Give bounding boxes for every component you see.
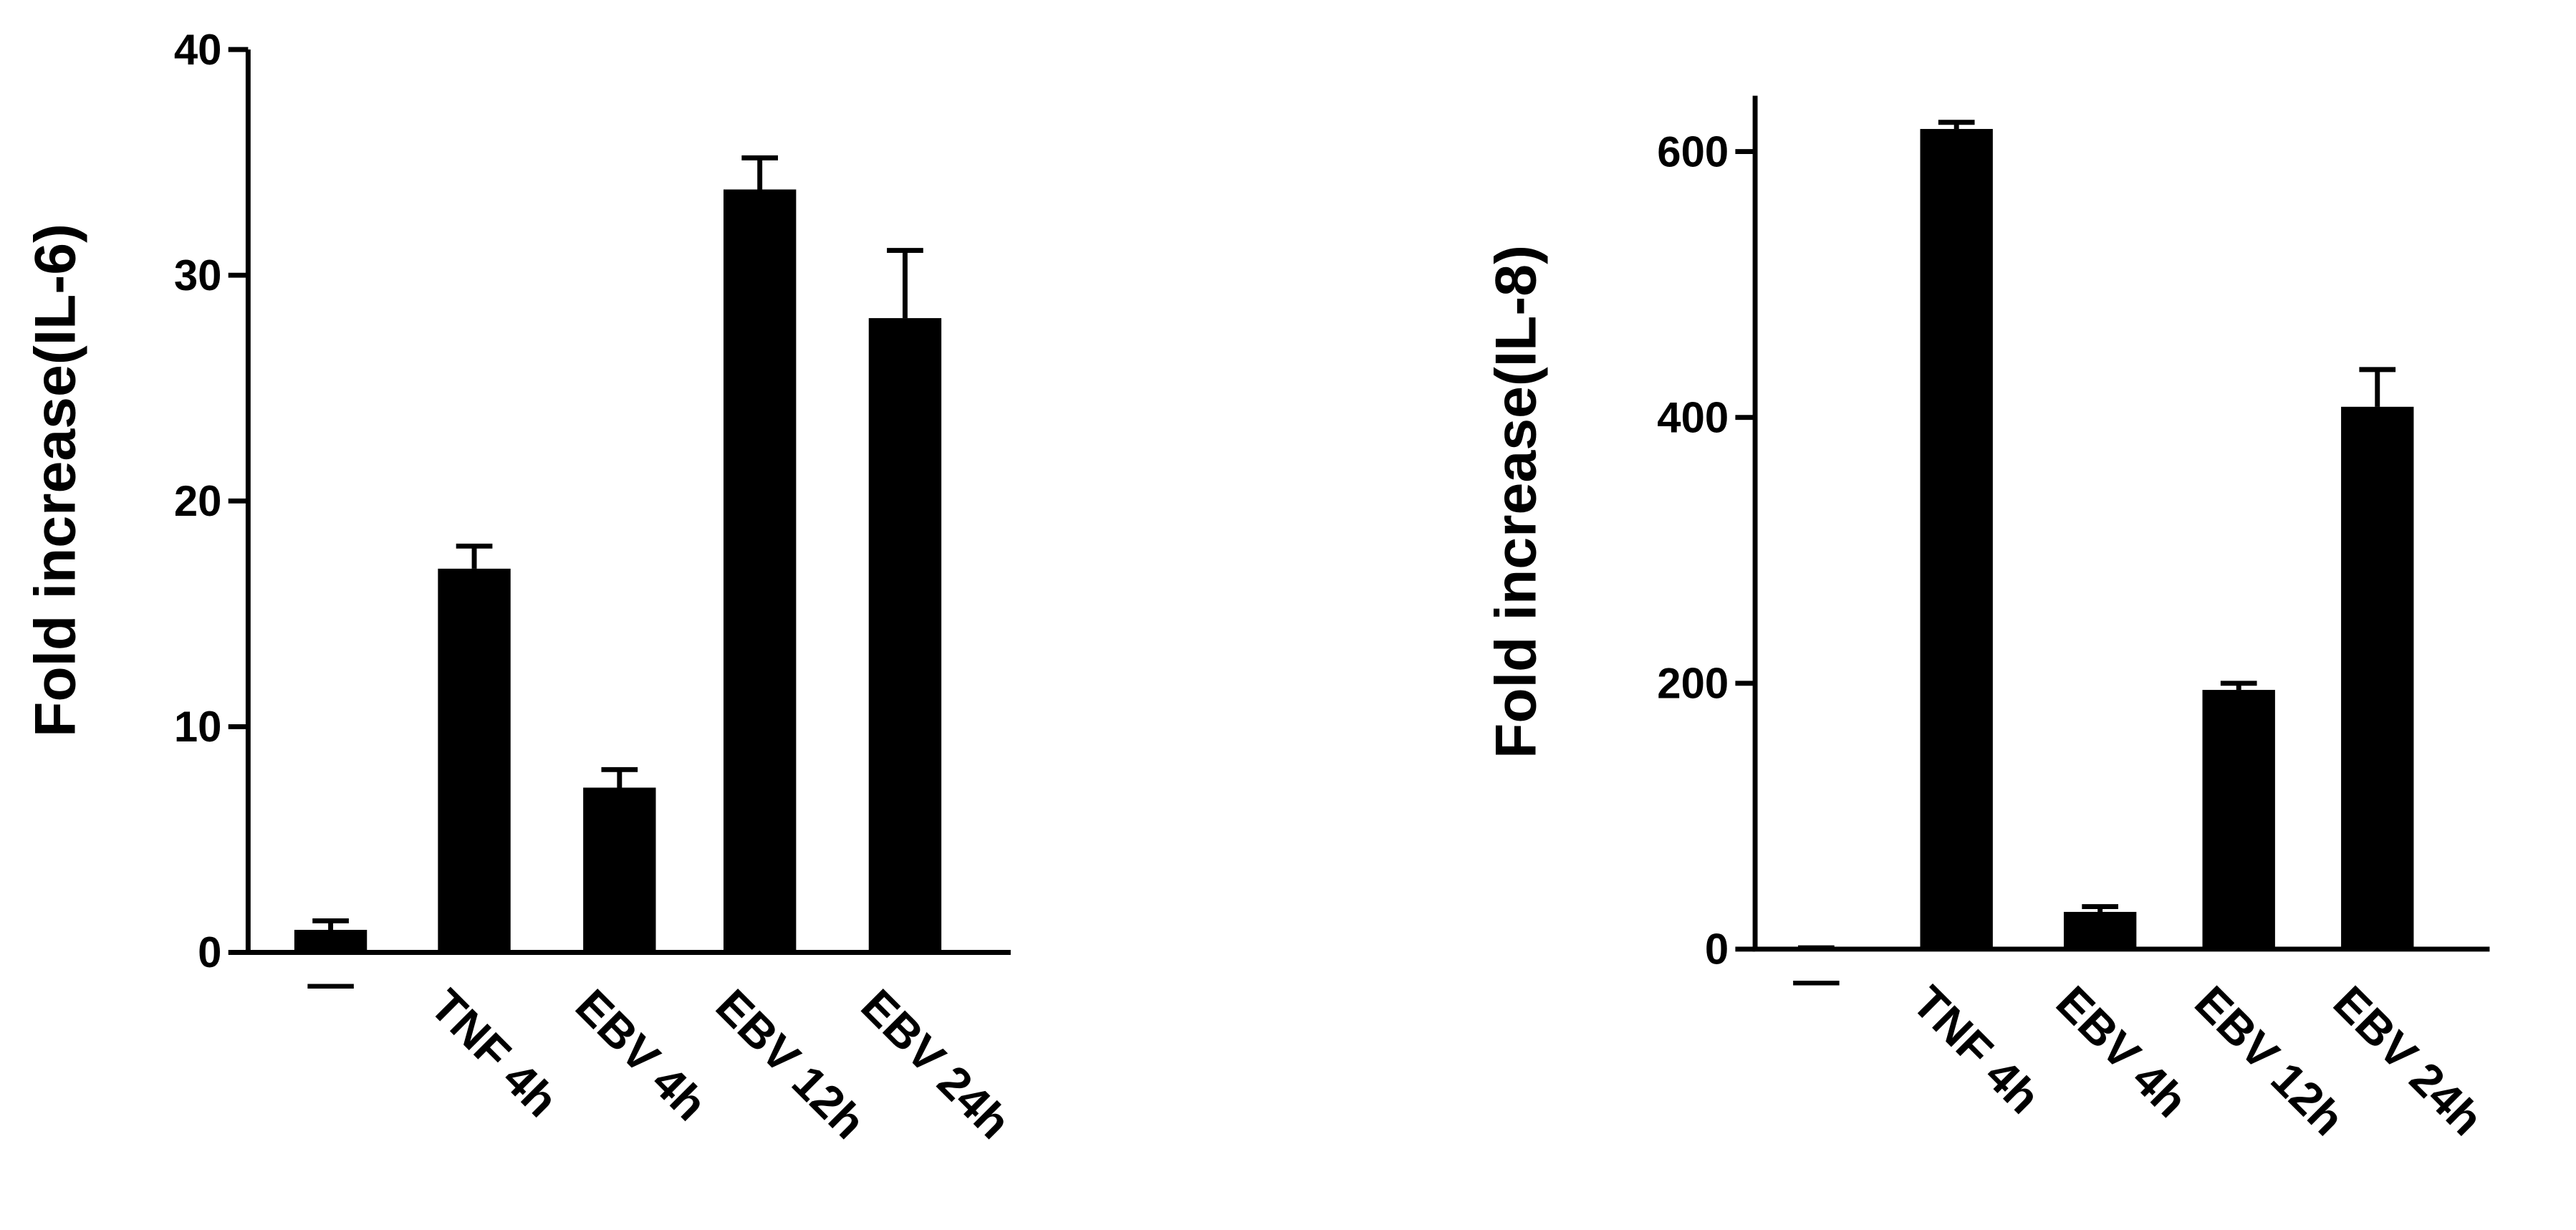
x-tick-label: EBV 24h xyxy=(2324,976,2493,1145)
x-tick-label: EBV 4h xyxy=(2047,976,2198,1128)
error-bar xyxy=(887,248,923,319)
bar xyxy=(868,318,942,953)
error-bar xyxy=(2220,681,2257,691)
error-bar xyxy=(312,918,349,930)
y-tick-label: 30 xyxy=(174,251,222,299)
y-tick-label: 40 xyxy=(174,26,222,74)
y-tick-label: 200 xyxy=(1657,660,1729,708)
y-axis-label: Fold increase(IL-8) xyxy=(1484,245,1549,759)
error-bar xyxy=(1938,120,1975,130)
bar xyxy=(2063,911,2137,949)
bar xyxy=(583,787,656,953)
y-tick-label: 600 xyxy=(1657,128,1729,176)
bar xyxy=(2341,406,2414,949)
y-tick-label: 10 xyxy=(174,703,222,751)
x-tick-label: — xyxy=(1793,953,1840,1005)
error-bar xyxy=(2359,367,2396,407)
x-tick-label: EBV 12h xyxy=(706,979,875,1148)
bar xyxy=(438,568,511,953)
error-bar xyxy=(601,767,638,788)
bar xyxy=(723,189,797,953)
bar xyxy=(294,929,367,953)
x-tick-label: — xyxy=(307,957,354,1009)
x-tick-label: EBV 24h xyxy=(851,979,1020,1148)
bar xyxy=(1920,129,1993,949)
y-tick-label: 0 xyxy=(1705,926,1729,974)
error-bar xyxy=(2082,904,2118,912)
y-axis-label: Fold increase(IL-6) xyxy=(23,224,87,737)
y-tick-label: 0 xyxy=(198,928,221,976)
y-tick-label: 400 xyxy=(1657,393,1729,441)
y-tick-label: 20 xyxy=(174,477,222,525)
x-tick-label: TNF 4h xyxy=(420,979,567,1126)
x-tick-label: EBV 12h xyxy=(2185,976,2354,1145)
x-tick-label: EBV 4h xyxy=(566,979,717,1130)
bar xyxy=(2202,690,2275,949)
x-tick-label: TNF 4h xyxy=(1903,976,2049,1123)
error-bar xyxy=(741,155,779,190)
error-bar xyxy=(456,543,493,569)
